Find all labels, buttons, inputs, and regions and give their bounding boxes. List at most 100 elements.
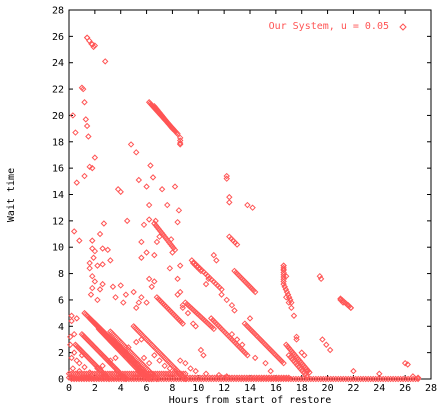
data-point	[268, 374, 275, 381]
data-point	[83, 34, 91, 41]
data-point	[115, 374, 122, 381]
data-point	[90, 254, 97, 261]
data-point	[133, 304, 140, 312]
data-point	[151, 278, 158, 285]
data-point	[75, 374, 83, 381]
data-point	[307, 375, 315, 383]
data-point	[251, 288, 259, 296]
data-point	[201, 374, 209, 381]
data-point	[300, 375, 307, 383]
data-point	[337, 375, 345, 383]
data-point	[145, 370, 152, 377]
data-point	[149, 374, 157, 381]
data-point	[182, 370, 189, 377]
data-point	[175, 370, 183, 377]
data-point	[107, 357, 114, 364]
data-point	[67, 341, 74, 348]
data-point	[123, 217, 131, 225]
data-point	[85, 133, 92, 140]
y-tick-label: 28	[52, 6, 64, 17]
data-point	[145, 359, 153, 367]
data-point	[208, 315, 215, 322]
data-point	[133, 338, 140, 346]
data-point	[288, 304, 295, 312]
data-point	[147, 374, 154, 381]
data-point	[174, 374, 181, 381]
data-point	[99, 261, 106, 268]
data-point	[145, 216, 153, 223]
data-point	[127, 141, 135, 148]
data-point	[194, 374, 201, 381]
data-point	[143, 249, 150, 256]
data-point	[226, 199, 233, 206]
data-point	[189, 374, 196, 381]
data-point	[158, 370, 165, 377]
data-point	[126, 370, 133, 377]
data-point	[249, 204, 256, 211]
data-point	[142, 374, 149, 381]
data-point	[91, 247, 99, 255]
data-point	[244, 352, 251, 359]
data-point	[293, 336, 300, 343]
data-point	[112, 354, 119, 362]
data-point	[176, 288, 184, 296]
data-point	[248, 374, 255, 381]
data-point	[275, 374, 283, 381]
data-point	[211, 318, 218, 326]
data-point	[89, 272, 96, 280]
y-tick-label: 16	[52, 164, 64, 175]
x-tick-label: 6	[144, 383, 150, 394]
x-tick-label: 8	[169, 383, 175, 394]
data-point	[281, 283, 288, 290]
data-point	[262, 359, 269, 367]
data-point	[160, 370, 168, 377]
data-point	[297, 375, 305, 383]
data-point	[145, 201, 153, 209]
data-point	[196, 374, 204, 381]
data-point	[86, 259, 93, 267]
data-point	[280, 359, 287, 367]
data-point	[282, 294, 290, 301]
x-tick-label: 16	[270, 383, 282, 394]
data-point	[394, 375, 402, 383]
y-tick-label: 14	[52, 190, 64, 201]
data-point	[225, 332, 232, 340]
data-point	[70, 330, 78, 338]
data-point	[360, 375, 367, 383]
data-point	[305, 375, 312, 383]
data-point	[117, 188, 124, 196]
data-point	[113, 370, 120, 377]
data-point	[209, 374, 216, 381]
legend-label: Our System, u = 0.05	[269, 21, 389, 32]
data-point	[223, 172, 230, 180]
data-point	[70, 228, 78, 235]
data-point	[228, 374, 236, 381]
data-point	[191, 374, 199, 381]
data-point	[357, 375, 364, 383]
data-point	[134, 370, 142, 377]
data-point	[179, 304, 186, 312]
data-point	[251, 354, 259, 362]
data-point	[117, 370, 124, 377]
data-point	[164, 201, 171, 209]
data-point	[280, 262, 287, 269]
data-point	[223, 330, 230, 338]
data-point	[231, 374, 238, 381]
data-point	[72, 129, 79, 136]
data-point	[202, 370, 210, 377]
data-point	[392, 375, 399, 383]
data-point	[213, 257, 220, 264]
data-point	[176, 137, 184, 144]
x-tick-label: 20	[322, 383, 334, 394]
data-point	[125, 374, 132, 381]
axis-ticks: 0 2 4 6 8 10 12 14 16 18 20 22 24 26 28024681012141618…	[52, 6, 437, 395]
data-point	[340, 375, 347, 383]
data-point	[244, 201, 251, 209]
data-point	[112, 294, 119, 301]
data-point	[339, 299, 347, 306]
data-point	[399, 375, 407, 383]
data-point	[184, 309, 192, 317]
data-point	[295, 375, 302, 383]
data-point	[253, 374, 260, 381]
